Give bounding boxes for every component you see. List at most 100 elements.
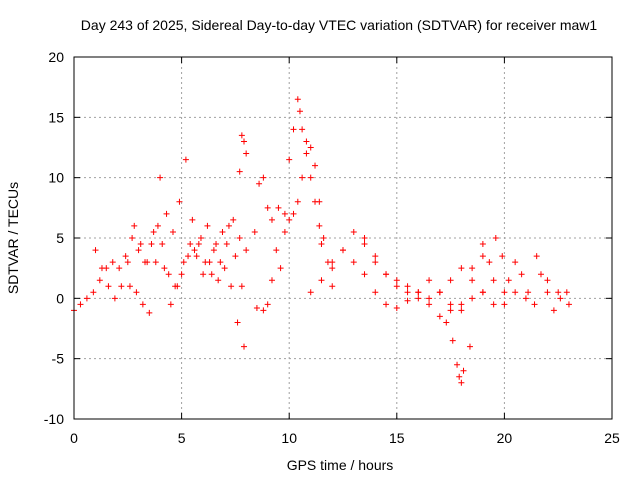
data-point bbox=[501, 289, 508, 296]
data-point bbox=[469, 265, 476, 272]
data-point bbox=[303, 138, 310, 145]
data-point bbox=[350, 228, 357, 235]
data-point bbox=[154, 222, 161, 229]
y-tick-label: 15 bbox=[48, 109, 64, 125]
data-point bbox=[466, 343, 473, 350]
data-point bbox=[281, 210, 288, 217]
data-point bbox=[426, 301, 433, 308]
x-tick-label: 25 bbox=[604, 430, 620, 446]
data-point bbox=[204, 222, 211, 229]
data-point bbox=[197, 235, 204, 241]
data-point bbox=[126, 283, 133, 290]
data-point bbox=[329, 283, 336, 290]
data-point bbox=[294, 198, 301, 205]
data-point bbox=[169, 228, 176, 235]
y-tick-label: 20 bbox=[48, 49, 64, 65]
data-point bbox=[469, 295, 476, 302]
data-point bbox=[290, 126, 297, 133]
series-sat-track-7 bbox=[329, 247, 486, 314]
data-point bbox=[486, 259, 493, 266]
data-point bbox=[185, 253, 192, 260]
data-point bbox=[238, 283, 245, 290]
data-point bbox=[241, 138, 248, 145]
x-tick-label: 0 bbox=[70, 430, 78, 446]
series-sat-track-10 bbox=[479, 235, 570, 314]
data-point bbox=[340, 247, 346, 254]
data-point bbox=[191, 247, 198, 254]
data-point bbox=[404, 297, 411, 304]
data-point bbox=[148, 241, 155, 248]
data-point bbox=[372, 259, 379, 266]
data-point bbox=[426, 277, 433, 284]
data-point bbox=[383, 301, 390, 308]
data-point bbox=[458, 379, 465, 386]
labels-layer: 0 5 10 15 20 25 -10 -5 0 5 10 15 20 bbox=[44, 49, 620, 446]
data-point bbox=[236, 235, 243, 241]
data-point bbox=[512, 289, 519, 296]
data-point bbox=[307, 289, 314, 296]
data-point bbox=[241, 343, 248, 350]
data-point bbox=[290, 210, 297, 217]
data-point bbox=[230, 216, 237, 223]
y-axis-label: SDTVAR / TECUs bbox=[5, 182, 21, 294]
data-point bbox=[299, 126, 306, 133]
data-point bbox=[312, 162, 319, 169]
data-point bbox=[187, 241, 194, 248]
data-point bbox=[460, 367, 467, 374]
data-point bbox=[137, 241, 144, 248]
data-point bbox=[116, 265, 123, 272]
data-point bbox=[550, 307, 557, 314]
data-point bbox=[217, 259, 224, 266]
data-point bbox=[544, 277, 551, 284]
data-point bbox=[150, 228, 157, 235]
data-point bbox=[525, 289, 532, 296]
data-point bbox=[195, 241, 202, 248]
series-sat-track-3 bbox=[126, 216, 250, 316]
data-point bbox=[273, 247, 280, 254]
data-point bbox=[456, 373, 463, 380]
data-point bbox=[268, 277, 275, 284]
data-point bbox=[77, 301, 84, 308]
data-point bbox=[98, 265, 105, 272]
data-point bbox=[318, 277, 325, 284]
data-point bbox=[479, 253, 486, 260]
data-point bbox=[447, 307, 454, 314]
data-point bbox=[268, 216, 275, 223]
data-point bbox=[544, 289, 551, 296]
data-point bbox=[144, 259, 151, 266]
data-point bbox=[208, 271, 215, 278]
ticks-layer bbox=[73, 56, 613, 420]
data-point bbox=[565, 301, 572, 308]
data-point bbox=[286, 156, 293, 163]
data-point bbox=[182, 156, 189, 163]
data-point bbox=[393, 277, 400, 284]
data-point bbox=[109, 259, 116, 266]
data-point bbox=[557, 295, 564, 302]
data-point bbox=[490, 277, 497, 284]
data-point bbox=[296, 108, 303, 115]
data-point bbox=[469, 277, 476, 284]
data-point bbox=[163, 210, 170, 217]
data-point bbox=[415, 295, 422, 302]
data-point bbox=[533, 253, 540, 260]
y-tick-label: 10 bbox=[48, 170, 64, 186]
data-point bbox=[139, 301, 146, 308]
data-point bbox=[96, 277, 103, 284]
data-point bbox=[499, 253, 506, 260]
data-point bbox=[172, 283, 179, 290]
data-point bbox=[178, 271, 185, 278]
data-point bbox=[159, 241, 166, 248]
data-point bbox=[393, 304, 400, 311]
data-point bbox=[105, 283, 112, 290]
grid-layer bbox=[74, 57, 612, 419]
data-point bbox=[161, 265, 168, 272]
data-point bbox=[221, 265, 228, 272]
series-sat-track-6 bbox=[307, 228, 508, 308]
data-point bbox=[157, 174, 164, 181]
data-point bbox=[372, 289, 379, 296]
data-point bbox=[200, 271, 207, 278]
data-point bbox=[165, 271, 172, 278]
data-point bbox=[118, 283, 125, 290]
data-point bbox=[501, 301, 508, 308]
data-point bbox=[307, 174, 314, 181]
